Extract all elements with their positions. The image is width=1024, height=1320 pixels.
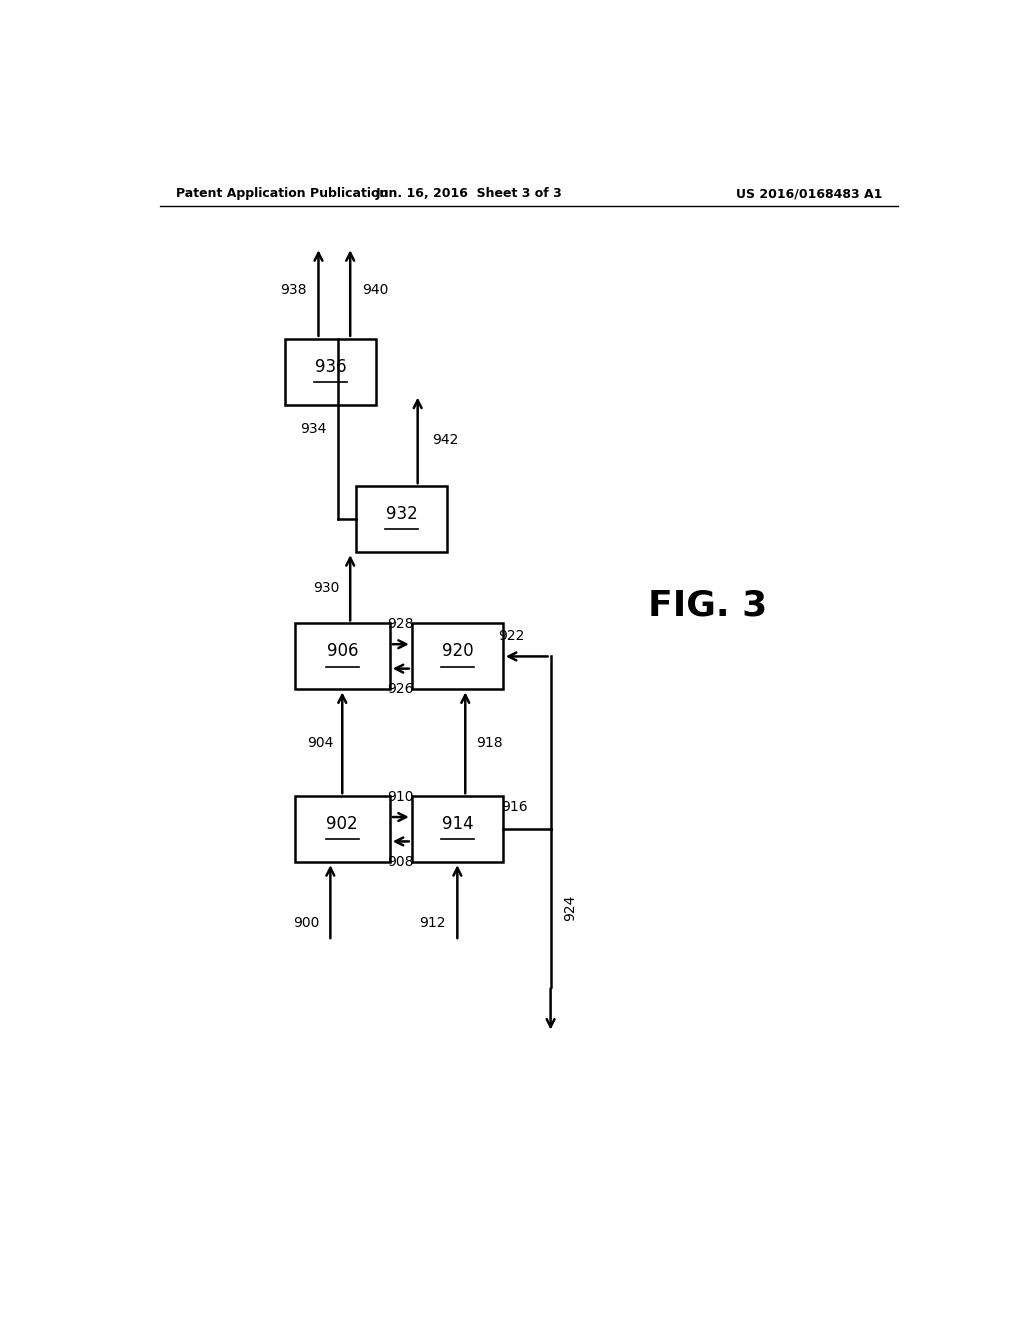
Text: 930: 930 — [313, 581, 340, 595]
Text: FIG. 3: FIG. 3 — [648, 589, 767, 623]
Text: 928: 928 — [387, 616, 414, 631]
Text: 902: 902 — [327, 816, 358, 833]
Text: 912: 912 — [419, 916, 445, 929]
Text: 938: 938 — [280, 282, 306, 297]
Bar — [412, 623, 503, 689]
Text: 900: 900 — [293, 916, 319, 929]
Text: 922: 922 — [498, 630, 524, 643]
Text: 910: 910 — [387, 789, 414, 804]
Text: 918: 918 — [476, 735, 503, 750]
Text: Jun. 16, 2016  Sheet 3 of 3: Jun. 16, 2016 Sheet 3 of 3 — [376, 187, 562, 201]
Bar — [412, 796, 503, 862]
Bar — [285, 339, 376, 405]
Text: 920: 920 — [441, 643, 473, 660]
Text: 916: 916 — [502, 800, 528, 814]
Text: 934: 934 — [300, 422, 326, 436]
Text: 940: 940 — [362, 282, 389, 297]
Bar — [295, 623, 390, 689]
Text: 904: 904 — [307, 735, 333, 750]
Text: 906: 906 — [327, 643, 358, 660]
Text: 942: 942 — [432, 433, 459, 447]
Text: Patent Application Publication: Patent Application Publication — [176, 187, 388, 201]
Bar — [356, 486, 447, 552]
Text: US 2016/0168483 A1: US 2016/0168483 A1 — [735, 187, 882, 201]
Text: 926: 926 — [387, 682, 414, 696]
Text: 914: 914 — [441, 816, 473, 833]
Bar — [295, 796, 390, 862]
Text: 924: 924 — [563, 895, 578, 921]
Text: 936: 936 — [314, 358, 346, 376]
Text: 932: 932 — [386, 506, 418, 523]
Text: 908: 908 — [387, 855, 414, 869]
